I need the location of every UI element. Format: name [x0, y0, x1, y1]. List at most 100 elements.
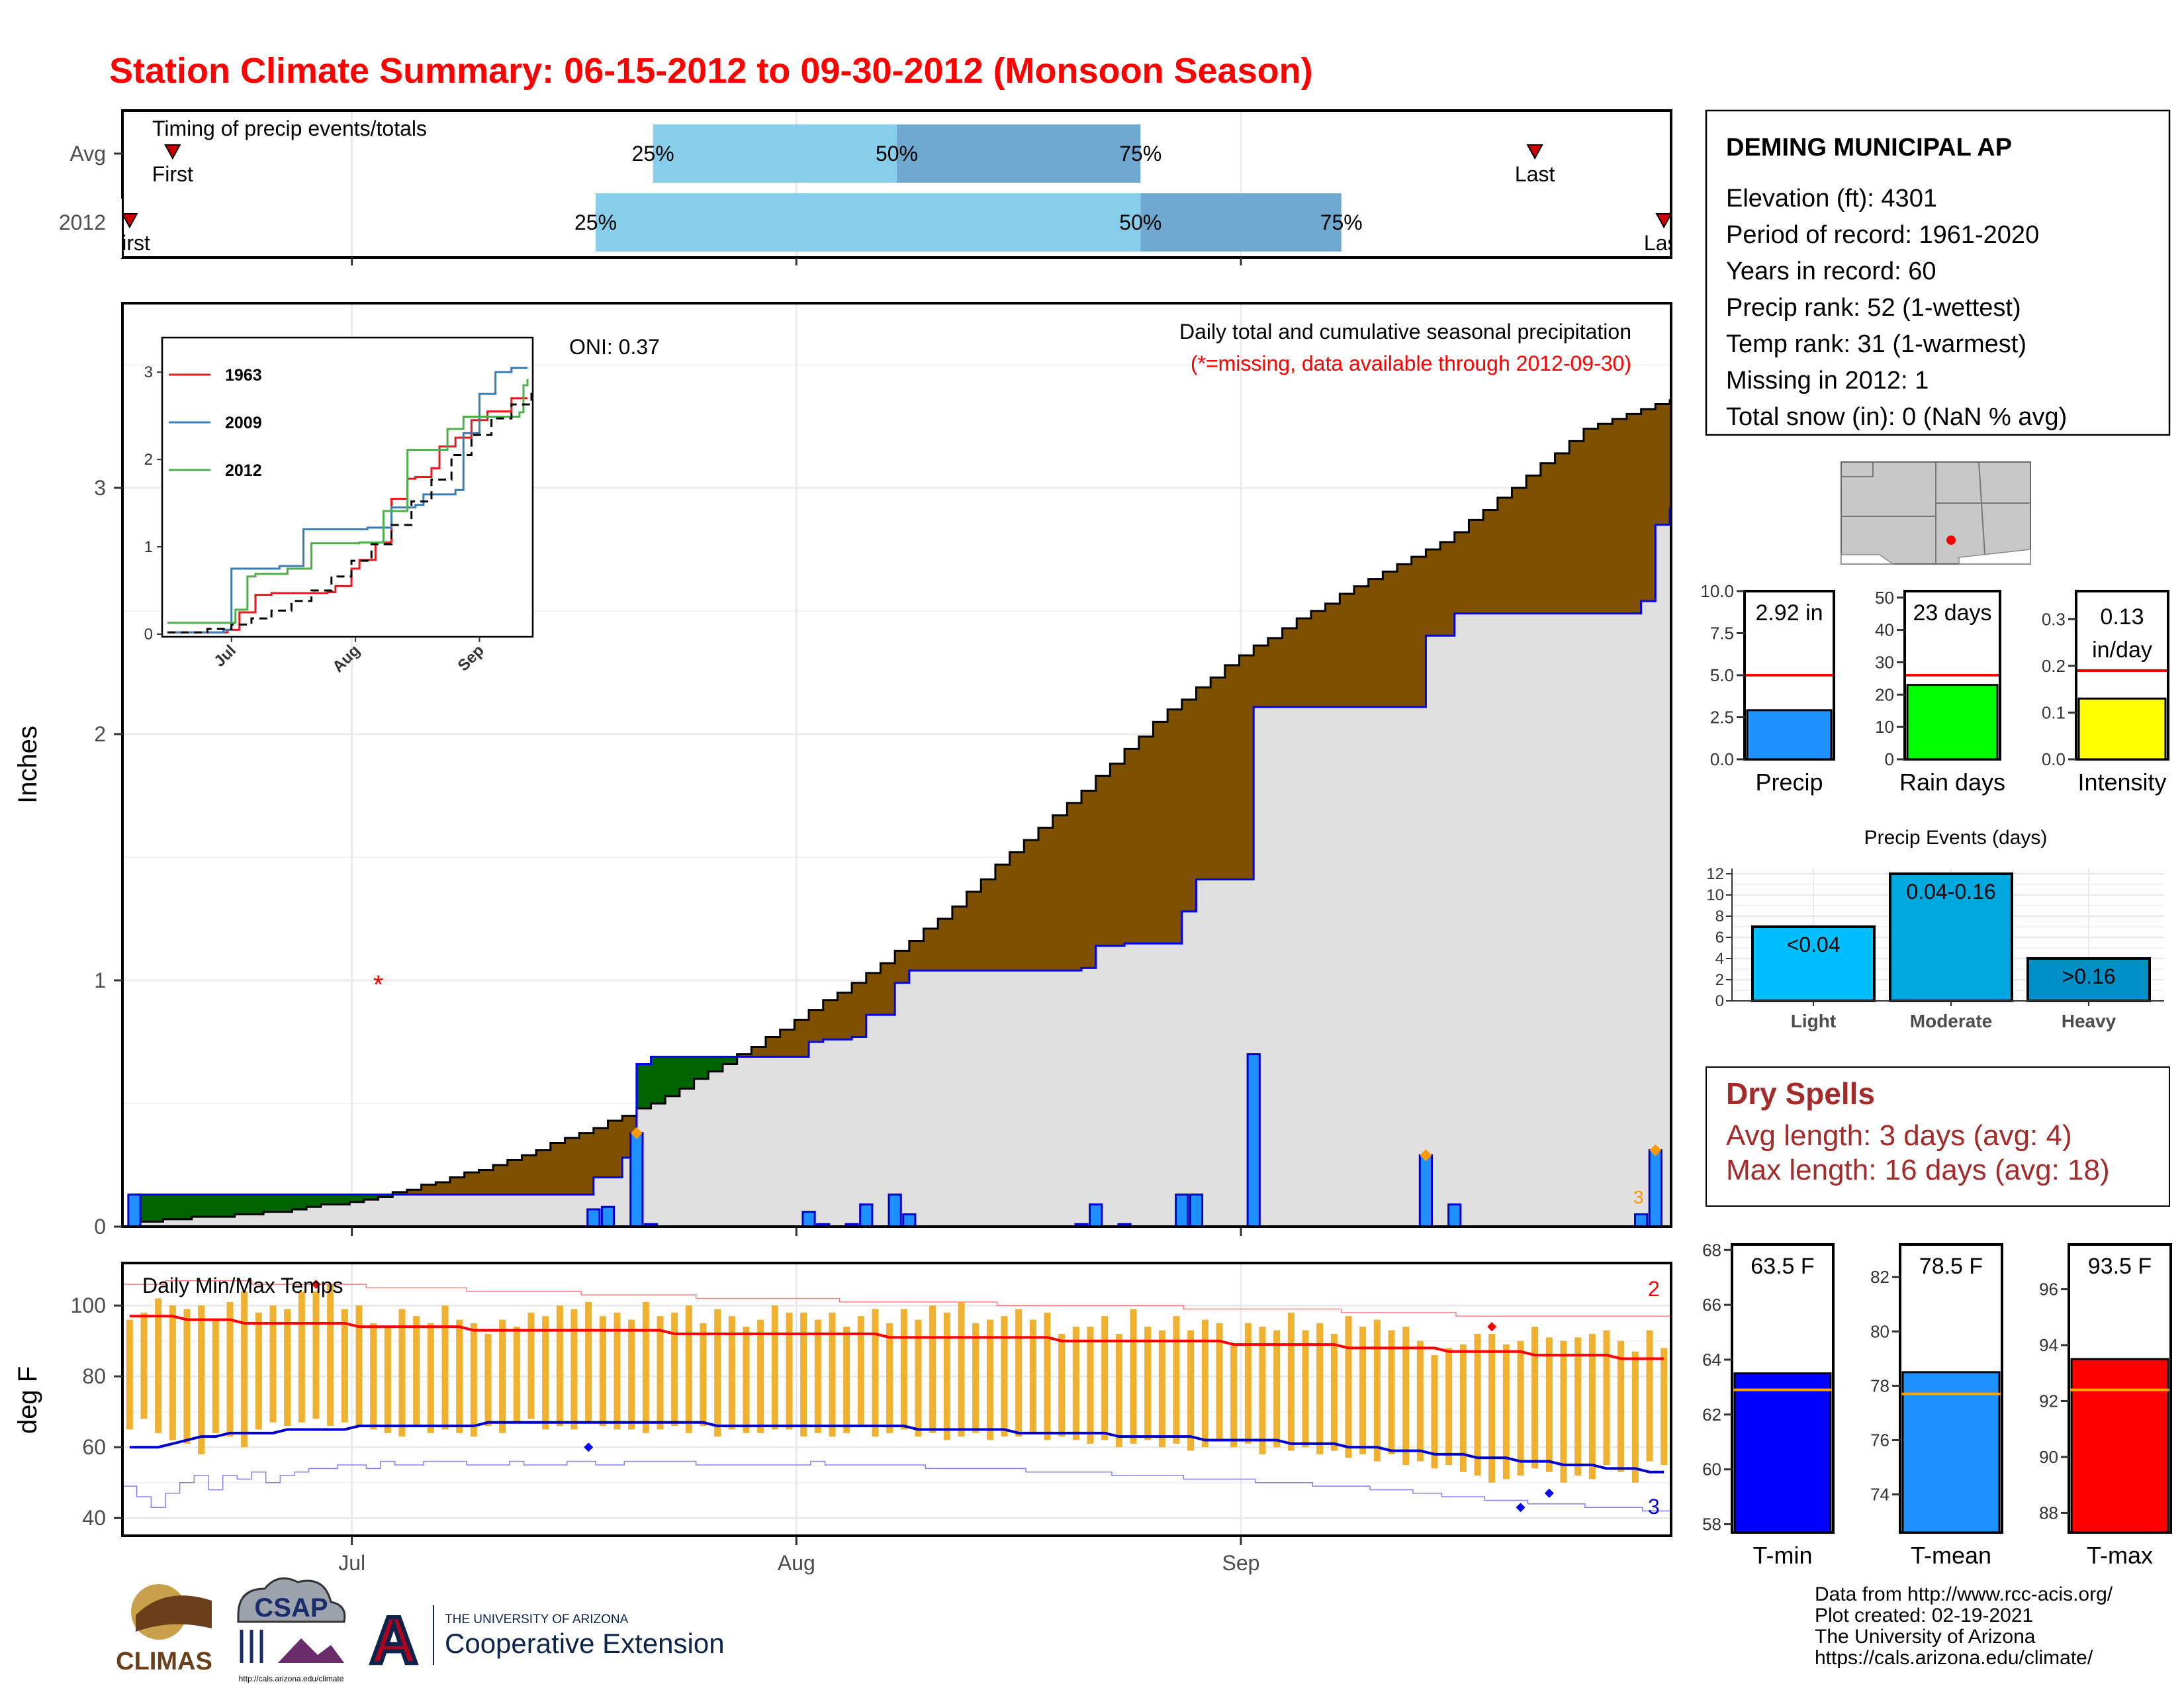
summary-ytick-label: 0.2	[2042, 656, 2066, 676]
precip-ytick-label: 3	[94, 476, 106, 500]
deficit-block	[780, 1029, 795, 1057]
summary-ytick-label: 66	[1702, 1295, 1721, 1315]
daily-temp-bar	[1316, 1323, 1324, 1454]
csap-logo: CSAP http://cals.arizona.edu/climate	[237, 1577, 346, 1683]
dry-spells-max: Max length: 16 days (avg: 18)	[1726, 1154, 2110, 1186]
deficit-block	[579, 1133, 594, 1195]
last-event-label: Last	[1515, 162, 1555, 186]
climas-logo-shape	[136, 1595, 212, 1632]
precip-record-marker	[1420, 1149, 1432, 1162]
daily-temp-bar	[700, 1323, 707, 1427]
daily-precip-bar	[629, 1132, 644, 1228]
precip-main-areas	[134, 399, 1671, 1227]
deficit-block	[823, 1000, 839, 1040]
surplus-block	[378, 1194, 393, 1197]
daily-temp-bar	[786, 1312, 793, 1430]
deficit-block	[406, 1190, 422, 1195]
daily-temp-bar	[1029, 1319, 1036, 1433]
daily-precip-bar	[1089, 1203, 1103, 1228]
dry-spells-box: Dry Spells Avg length: 3 days (avg: 4) M…	[1706, 1066, 2170, 1207]
summary-ytick-label: 88	[2039, 1503, 2058, 1523]
deficit-block	[1124, 749, 1140, 944]
daily-temp-bar	[1287, 1312, 1295, 1451]
deficit-block	[1224, 665, 1240, 880]
summary-ytick-label: 40	[1875, 620, 1894, 640]
cumulative-2012-line	[134, 507, 1671, 1196]
summary-ytick-label: 7.5	[1710, 624, 1734, 643]
deficit-block	[1067, 803, 1082, 971]
inset-ytick-label: 1	[144, 538, 153, 556]
page-title: Station Climate Summary: 06-15-2012 to 0…	[109, 51, 1313, 91]
daily-temp-bar	[1058, 1334, 1066, 1437]
daily-temp-bar	[1359, 1327, 1367, 1454]
daily-temp-bar	[1273, 1330, 1281, 1448]
summary-value-label: 63.5 F	[1751, 1254, 1814, 1279]
daily-temp-bar	[800, 1312, 807, 1437]
daily-temp-bar	[657, 1316, 664, 1430]
deficit-block	[981, 879, 996, 971]
deficit-block	[766, 1037, 781, 1057]
inset-avg-line	[167, 390, 533, 633]
first-event-marker	[164, 144, 181, 160]
surplus-block	[177, 1194, 193, 1219]
deficit-block	[1196, 687, 1211, 880]
deficit-block	[737, 1054, 752, 1057]
surplus-block	[277, 1194, 293, 1212]
daily-temp-bar	[1459, 1344, 1467, 1472]
timing-bar-q50-q75	[897, 124, 1141, 183]
daily-temp-bar	[1431, 1355, 1438, 1469]
daily-temp-bar	[829, 1312, 836, 1437]
station-name: DEMING MUNICIPAL AP	[1726, 134, 2012, 162]
deficit-block	[1153, 722, 1168, 944]
deficit-block	[1526, 475, 1541, 614]
temp-panel-background	[122, 1263, 1671, 1536]
deficit-block	[966, 892, 981, 971]
temp-gridlines	[124, 1264, 1670, 1534]
daily-temp-bar	[1130, 1309, 1137, 1444]
daily-precip-bar	[1447, 1203, 1462, 1228]
map-mexico-area	[1841, 549, 2031, 565]
daily-temp-bar	[1001, 1316, 1008, 1437]
daily-precip-bar	[1175, 1194, 1189, 1228]
deficit-block	[1497, 497, 1513, 614]
last-event-marker	[1655, 213, 1672, 229]
deficit-block	[1411, 557, 1427, 708]
precip-chart-subtitle: (*=missing, data available through 2012-…	[1191, 352, 1631, 375]
daily-temp-bar	[1216, 1323, 1223, 1440]
station-info-box: DEMING MUNICIPAL AP Elevation (ft): 4301…	[1705, 109, 2171, 436]
daily-temp-bar	[1416, 1340, 1424, 1462]
event-category-label: Heavy	[2062, 1011, 2116, 1031]
temp-ytick-label: 100	[71, 1293, 106, 1317]
deficit-block	[1282, 628, 1297, 708]
daily-temp-bar	[1531, 1327, 1539, 1469]
deficit-block	[1340, 593, 1355, 708]
daily-temp-bar	[599, 1316, 606, 1427]
daily-temp-bar	[915, 1319, 922, 1437]
daily-precip-bar	[1648, 1149, 1662, 1228]
deficit-block	[1641, 408, 1656, 602]
temp-chart-title: Daily Min/Max Temps	[142, 1274, 343, 1297]
daily-temp-bar	[1373, 1319, 1381, 1462]
deficit-block	[1383, 571, 1398, 708]
temp-xaxis: Jul Aug Sep	[338, 1537, 1259, 1575]
daily-temp-bar	[872, 1309, 879, 1437]
timing-edge-mask-left	[106, 199, 122, 258]
deficit-block	[837, 992, 852, 1040]
climas-logo: CLIMAS	[116, 1584, 212, 1675]
daily-precip-bar	[801, 1211, 816, 1228]
daily-temp-bar	[1072, 1327, 1079, 1440]
summary-value-label: 2.92 in	[1755, 600, 1823, 626]
events-ytick-label: 0	[1715, 992, 1724, 1010]
daily-precip-bar	[1418, 1154, 1433, 1228]
summary-ytick-label: 90	[2039, 1447, 2058, 1467]
surplus-block	[349, 1194, 365, 1202]
daily-temp-bar	[771, 1305, 778, 1430]
deficit-block	[1483, 510, 1498, 614]
deficit-block	[1239, 655, 1254, 880]
deficit-block	[1167, 709, 1183, 944]
inset-legend-label: 2012	[225, 461, 262, 480]
summary-category-label: Intensity	[2077, 769, 2166, 796]
inset-legend-label: 1963	[225, 366, 262, 385]
daily-temp-bar	[1330, 1334, 1338, 1451]
surplus-block	[320, 1194, 336, 1205]
